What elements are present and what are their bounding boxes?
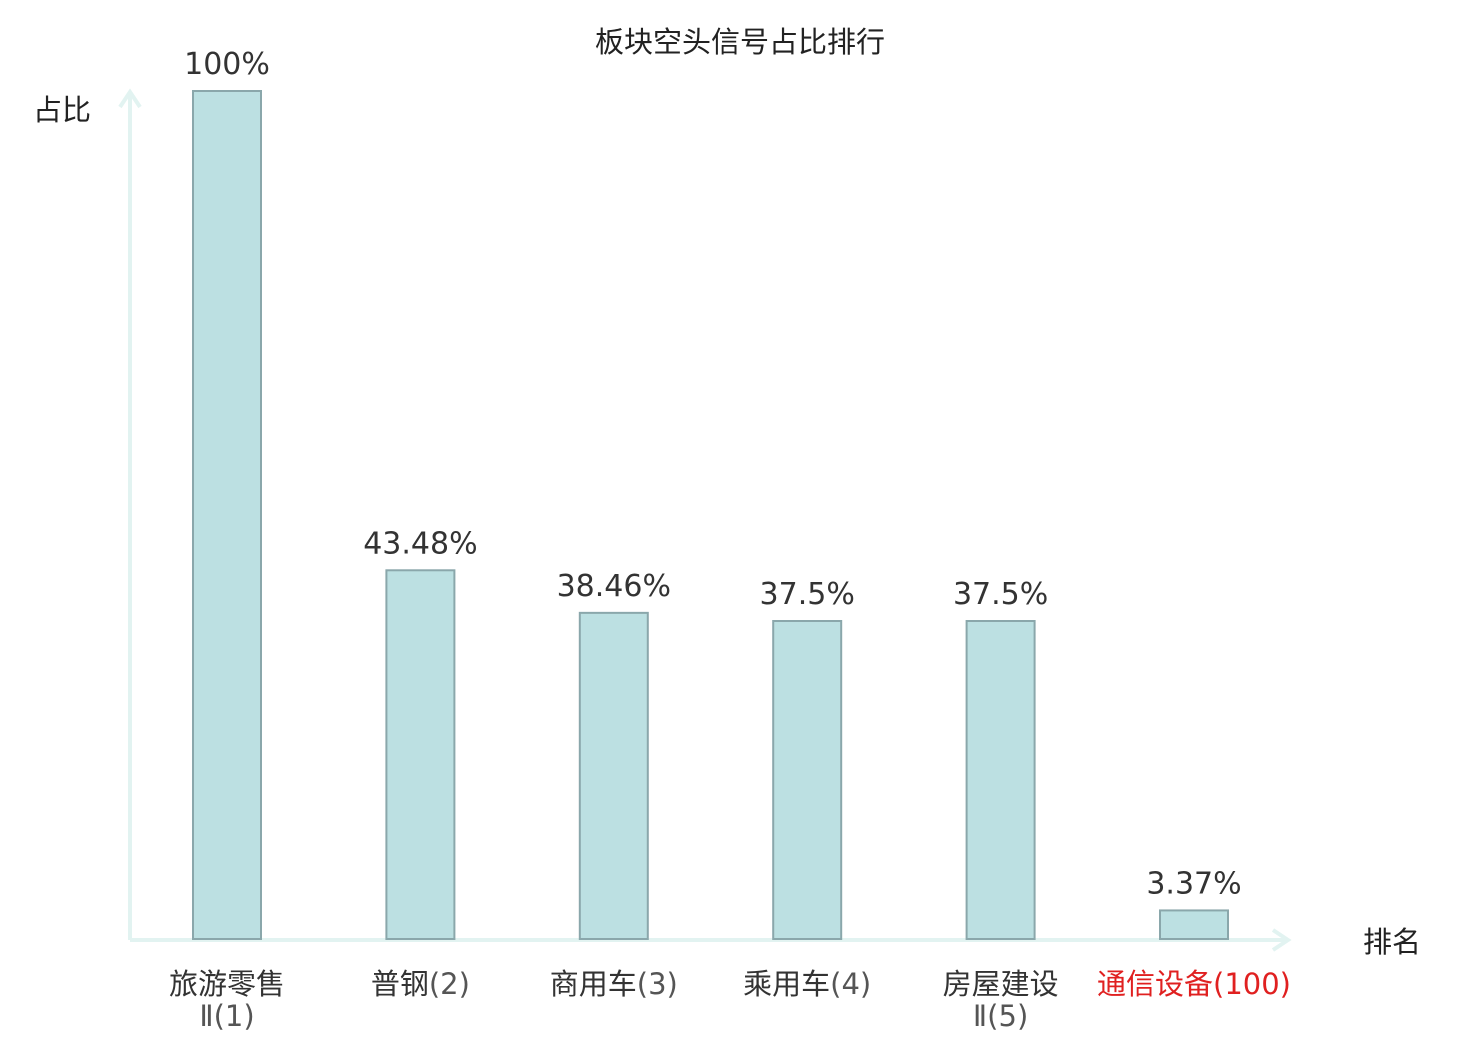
data-label: 100% [184, 47, 270, 82]
chart-title: 板块空头信号占比排行 [595, 25, 885, 59]
bar [385, 569, 456, 940]
x-tick-label: 通信设备(100) [1097, 967, 1291, 1001]
bar [772, 620, 843, 940]
tick-label-name: 商用车(3) [550, 967, 678, 1001]
data-label: 37.5% [953, 577, 1048, 612]
y-axis-label: 占比 [33, 93, 91, 127]
data-label: 37.5% [760, 577, 855, 612]
bar [578, 611, 649, 940]
value-labels: 100% 43.48% 38.46% 37.5% 37.5% 3.37% [184, 47, 1242, 901]
tick-label-name: 普钢(2) [371, 967, 470, 1001]
tick-label-name: 通信设备(100) [1097, 967, 1291, 1001]
data-label: 43.48% [363, 526, 477, 561]
x-tick-label: 商用车(3) [550, 967, 678, 1001]
bar [192, 90, 262, 940]
tick-label-name: 房屋建设 [943, 967, 1059, 1001]
tick-label-rank: Ⅱ(5) [973, 999, 1028, 1033]
data-label: 3.37% [1146, 866, 1241, 901]
data-label: 38.46% [557, 569, 671, 604]
bar [965, 620, 1036, 940]
bar [1159, 909, 1229, 941]
bars [192, 90, 1229, 941]
x-tick-label: 乘用车(4) [743, 967, 871, 1001]
x-axis [130, 928, 1292, 952]
tick-label-name: 乘用车(4) [743, 967, 871, 1001]
y-axis [118, 88, 142, 940]
tick-label-rank: Ⅱ(1) [199, 999, 254, 1033]
tick-label-name: 旅游零售 [169, 967, 285, 1001]
x-tick-label: 普钢(2) [371, 967, 470, 1001]
x-axis-label: 排名 [1363, 925, 1421, 959]
